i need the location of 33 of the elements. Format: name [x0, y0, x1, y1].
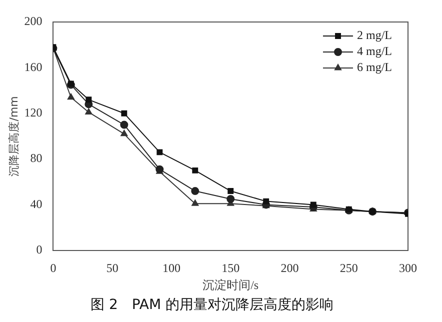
legend-label: 2 mg/L: [357, 28, 392, 42]
point: [121, 110, 128, 116]
legend-label: 4 mg/L: [357, 44, 392, 58]
point: [85, 108, 92, 114]
y-tick-label: 80: [30, 151, 42, 166]
x-tick-label: 300: [399, 260, 417, 275]
x-tick-label: 150: [222, 260, 240, 275]
x-tick-label: 250: [340, 260, 358, 275]
point: [86, 96, 92, 103]
text: 图 2 PAM 的用量对沉降层高度的影响: [90, 297, 334, 314]
y-tick-label: 200: [24, 14, 42, 28]
x-tick-label: 100: [162, 260, 180, 275]
point: [120, 130, 128, 136]
point: [192, 200, 199, 206]
point: [310, 202, 316, 208]
y-tick-label: 40: [30, 196, 42, 211]
point: [191, 187, 200, 196]
point: [226, 195, 235, 204]
point: [228, 188, 234, 194]
y-tick-label: 160: [24, 60, 42, 74]
y-tick-label: 120: [24, 106, 42, 120]
point: [156, 149, 163, 156]
x-tick-label: 0: [50, 260, 56, 275]
y-tick-label: 0: [36, 242, 42, 257]
legend-label: 6 mg/L: [357, 60, 392, 74]
point: [192, 167, 198, 174]
x-tick-label: 200: [280, 260, 299, 275]
point: [120, 120, 128, 129]
point: [67, 93, 74, 100]
y-axis-title: 沉降层高度/mm: [7, 96, 20, 176]
x-axis-title: 沉淀时间/s: [202, 278, 259, 292]
point: [263, 198, 270, 204]
x-tick-label: 50: [106, 260, 118, 275]
